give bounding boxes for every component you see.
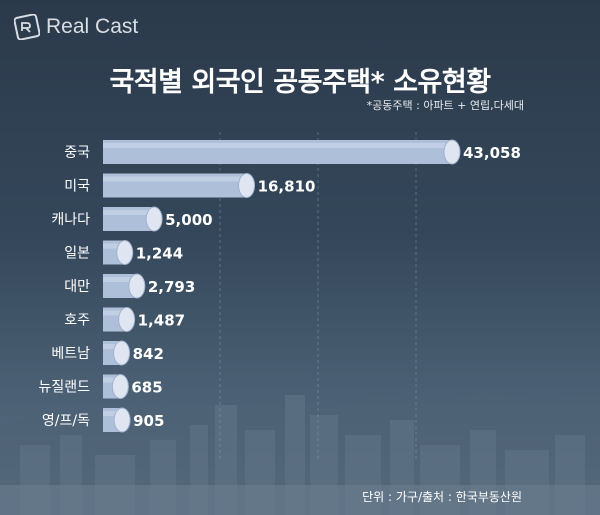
chart-source: 단위 : 가구/출처 : 한국부동산원 — [362, 490, 522, 504]
bar-group-6: 베트남 842 — [51, 340, 164, 366]
bar-highlight — [103, 210, 155, 215]
category-label: 중국 — [64, 145, 90, 161]
bar-group-3: 일본 1,244 — [64, 240, 183, 265]
category-label: 미국 — [64, 179, 90, 195]
category-label: 베트남 — [51, 346, 90, 362]
bar-group-5: 호주 1,487 — [64, 307, 185, 332]
brand-logo: Real Cast — [14, 14, 138, 40]
value-label: 5,000 — [165, 211, 212, 229]
bar-highlight — [103, 277, 137, 282]
bar-cap — [238, 173, 256, 198]
value-label: 905 — [133, 412, 164, 430]
bar-highlight — [103, 344, 122, 349]
bar-group-1: 미국 16,810 — [64, 173, 316, 198]
category-label: 영/프/독 — [42, 413, 90, 429]
value-label: 43,058 — [463, 144, 521, 162]
bar-cap — [116, 240, 134, 265]
bar-highlight — [103, 411, 123, 416]
bar-cap — [443, 139, 461, 165]
value-label: 1,244 — [136, 245, 183, 263]
bar-highlight — [103, 143, 452, 148]
bar-cap — [113, 407, 131, 433]
value-label: 1,487 — [138, 312, 185, 330]
bar-highlight — [103, 176, 247, 182]
bar-group-4: 대만 2,793 — [64, 273, 195, 299]
bar-group-8: 영/프/독 905 — [42, 407, 164, 433]
bar-highlight — [103, 310, 127, 316]
value-label: 842 — [133, 345, 164, 363]
category-label: 대만 — [64, 279, 90, 295]
bar-highlight — [103, 243, 125, 249]
category-label: 캐나다 — [51, 212, 90, 228]
city-skyline-background — [0, 393, 600, 515]
rc-logo-icon — [14, 14, 40, 40]
category-label: 호주 — [64, 313, 90, 329]
chart-footnote: *공동주택 : 아파트 + 연립,다세대 — [366, 99, 524, 112]
brand-name: Real Cast — [46, 15, 139, 38]
bar-cap — [118, 307, 136, 332]
bar-group-0: 중국 43,058 — [64, 139, 521, 165]
chart-title: 국적별 외국인 공동주택* 소유현황 — [109, 67, 491, 98]
bar-cap — [113, 340, 131, 366]
bar-group-7: 뉴질랜드 685 — [38, 374, 163, 399]
bar-cap — [111, 374, 129, 399]
category-label: 일본 — [64, 246, 90, 262]
value-label: 2,793 — [148, 278, 195, 296]
bar-group-2: 캐나다 5,000 — [51, 206, 213, 232]
value-label: 685 — [131, 379, 162, 397]
bar-cap — [145, 206, 163, 232]
category-label: 뉴질랜드 — [38, 380, 90, 396]
bar-highlight — [103, 377, 121, 383]
value-label: 16,810 — [258, 178, 316, 196]
bar-cap — [128, 273, 146, 299]
